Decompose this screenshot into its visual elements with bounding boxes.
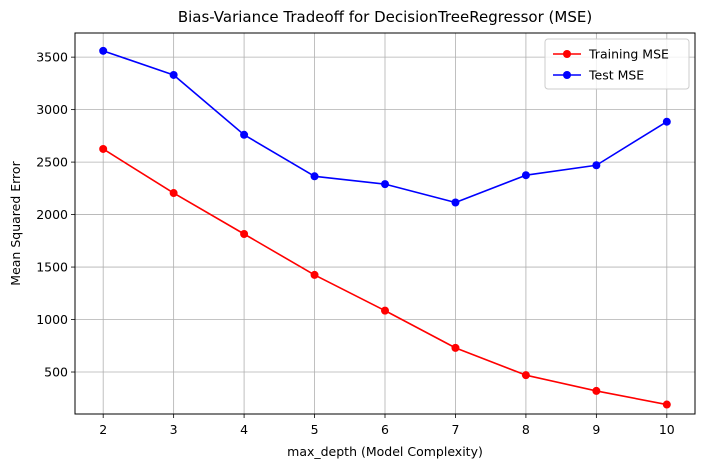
series-layer xyxy=(99,46,671,409)
test-mse-point xyxy=(169,70,178,79)
test-mse-point xyxy=(592,161,601,170)
training-mse-legend-marker xyxy=(563,50,571,58)
y-tick-label: 1500 xyxy=(36,260,68,275)
x-tick-label: 7 xyxy=(451,422,459,437)
x-tick-label: 10 xyxy=(659,422,675,437)
training-mse-point xyxy=(521,371,530,380)
training-mse-point xyxy=(451,343,460,352)
training-mse-point xyxy=(169,189,178,198)
training-mse-point xyxy=(662,400,671,409)
test-mse-point xyxy=(381,180,389,189)
x-tick-label: 2 xyxy=(99,422,107,437)
test-mse-point xyxy=(521,171,530,180)
y-tick-label: 3500 xyxy=(36,50,68,65)
x-tick-label: 9 xyxy=(592,422,600,437)
y-tick-label: 2000 xyxy=(36,207,68,222)
test-mse-point xyxy=(99,46,108,55)
training-mse-point xyxy=(381,306,389,315)
x-tick-label: 6 xyxy=(381,422,389,437)
test-mse-point xyxy=(451,198,460,207)
training-mse-point xyxy=(99,144,108,153)
test-mse-legend-label: Test MSE xyxy=(588,68,644,83)
training-mse-legend-label: Training MSE xyxy=(588,47,669,62)
training-mse-point xyxy=(240,229,249,238)
y-tick-label: 3000 xyxy=(36,102,68,117)
x-tick-label: 3 xyxy=(170,422,178,437)
legend-box xyxy=(544,38,690,90)
grid-lines xyxy=(75,33,695,414)
axis-ticks: 2 3 4 5 6 7 8 9 10 500 1000 1500 2000 2500 3000 3500 xyxy=(36,50,675,437)
test-mse-point xyxy=(240,130,249,139)
y-tick-label: 1000 xyxy=(36,312,68,327)
x-axis-label: max_depth (Model Complexity) xyxy=(287,444,483,459)
test-mse-point xyxy=(310,172,319,181)
legend: Training MSE Test MSE xyxy=(544,38,690,90)
x-tick-label: 8 xyxy=(522,422,530,437)
y-tick-label: 2500 xyxy=(36,155,68,170)
x-tick-label: 4 xyxy=(240,422,248,437)
test-mse-point xyxy=(662,117,671,126)
y-axis-label: Mean Squared Error xyxy=(8,160,23,285)
test-mse-legend-marker xyxy=(563,71,571,79)
training-mse-point xyxy=(310,270,319,279)
x-tick-label: 5 xyxy=(311,422,319,437)
chart-title: Bias-Variance Tradeoff for DecisionTreeR… xyxy=(178,8,592,26)
y-tick-label: 500 xyxy=(44,365,68,380)
training-mse-point xyxy=(592,386,601,395)
